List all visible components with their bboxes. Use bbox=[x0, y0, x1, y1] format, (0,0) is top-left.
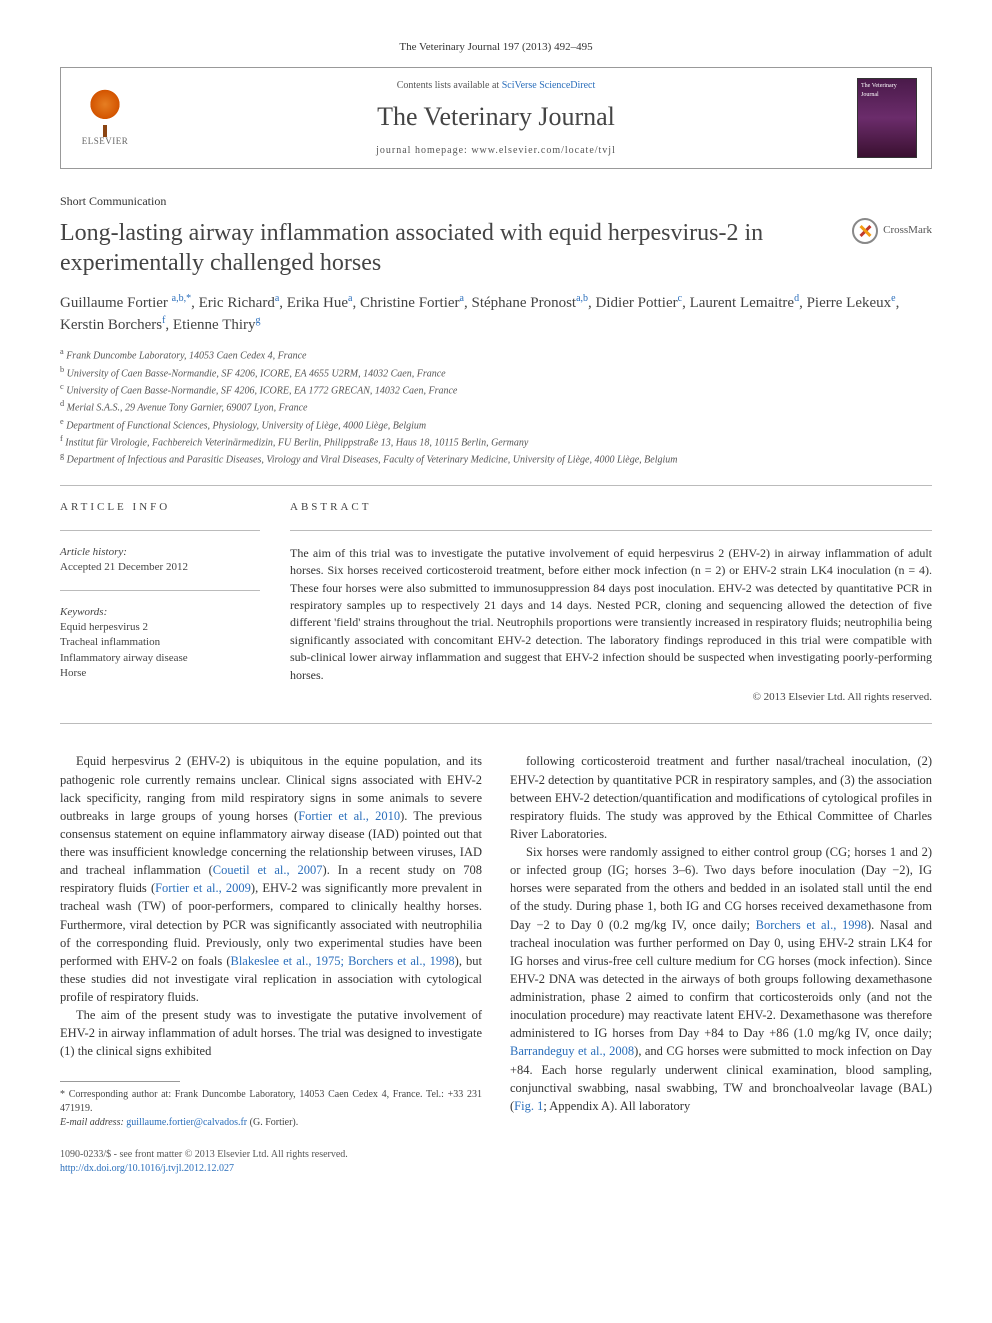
body-paragraph: Equid herpesvirus 2 (EHV-2) is ubiquitou… bbox=[60, 752, 482, 1006]
crossmark-icon bbox=[852, 218, 878, 244]
affiliation-item: d Merial S.A.S., 29 Avenue Tony Garnier,… bbox=[60, 398, 932, 415]
homepage-url[interactable]: www.elsevier.com/locate/tvjl bbox=[471, 145, 616, 156]
affiliation-item: c University of Caen Basse-Normandie, SF… bbox=[60, 381, 932, 398]
authors-list: Guillaume Fortier a,b,*, Eric Richarda, … bbox=[60, 292, 932, 336]
info-abstract-row: ARTICLE INFO Article history: Accepted 2… bbox=[60, 500, 932, 705]
corresponding-author-footnote: * Corresponding author at: Frank Duncomb… bbox=[60, 1088, 482, 1130]
journal-header-center: Contents lists available at SciVerse Sci… bbox=[135, 79, 857, 157]
homepage-prefix: journal homepage: bbox=[376, 145, 471, 156]
affiliation-item: f Institut für Virologie, Fachbereich Ve… bbox=[60, 433, 932, 450]
sciencedirect-line: Contents lists available at SciVerse Sci… bbox=[135, 79, 857, 93]
article-info-column: ARTICLE INFO Article history: Accepted 2… bbox=[60, 500, 260, 705]
abstract-copyright: © 2013 Elsevier Ltd. All rights reserved… bbox=[290, 690, 932, 705]
divider bbox=[60, 723, 932, 724]
abstract-text: The aim of this trial was to investigate… bbox=[290, 545, 932, 684]
divider bbox=[60, 485, 932, 486]
citation-link[interactable]: Fig. 1 bbox=[514, 1099, 543, 1113]
article-type: Short Communication bbox=[60, 193, 932, 210]
title-row: Long-lasting airway inflammation associa… bbox=[60, 218, 932, 278]
keyword-item: Inflammatory airway disease bbox=[60, 651, 260, 666]
elsevier-tree-icon bbox=[83, 89, 127, 133]
abstract-column: ABSTRACT The aim of this trial was to in… bbox=[290, 500, 932, 705]
footer-block: 1090-0233/$ - see front matter © 2013 El… bbox=[60, 1148, 932, 1176]
divider bbox=[60, 530, 260, 531]
elsevier-logo: ELSEVIER bbox=[75, 83, 135, 153]
contents-prefix: Contents lists available at bbox=[397, 80, 502, 91]
article-title: Long-lasting airway inflammation associa… bbox=[60, 218, 852, 278]
citation-link[interactable]: Borchers et al., 1998 bbox=[756, 918, 867, 932]
keyword-item: Equid herpesvirus 2 bbox=[60, 620, 260, 635]
keyword-item: Horse bbox=[60, 666, 260, 681]
citation-line: The Veterinary Journal 197 (2013) 492–49… bbox=[60, 40, 932, 55]
journal-cover-thumbnail: The Veterinary Journal bbox=[857, 78, 917, 158]
article-history-block: Article history: Accepted 21 December 20… bbox=[60, 545, 260, 576]
keywords-list: Equid herpesvirus 2Tracheal inflammation… bbox=[60, 620, 260, 682]
body-paragraph: following corticosteroid treatment and f… bbox=[510, 752, 932, 843]
email-label: E-mail address: bbox=[60, 1117, 124, 1128]
affiliation-item: e Department of Functional Sciences, Phy… bbox=[60, 416, 932, 433]
accepted-date: Accepted 21 December 2012 bbox=[60, 560, 260, 575]
keywords-label: Keywords: bbox=[60, 605, 260, 620]
keywords-block: Keywords: Equid herpesvirus 2Tracheal in… bbox=[60, 605, 260, 682]
citation-link[interactable]: Barrandeguy et al., 2008 bbox=[510, 1044, 634, 1058]
journal-homepage-line: journal homepage: www.elsevier.com/locat… bbox=[135, 144, 857, 158]
issn-line: 1090-0233/$ - see front matter © 2013 El… bbox=[60, 1148, 932, 1162]
divider bbox=[290, 530, 932, 531]
affiliations-list: a Frank Duncombe Laboratory, 14053 Caen … bbox=[60, 346, 932, 467]
citation-link[interactable]: Fortier et al., 2009 bbox=[155, 881, 251, 895]
history-label: Article history: bbox=[60, 545, 260, 560]
abstract-heading: ABSTRACT bbox=[290, 500, 932, 515]
article-info-heading: ARTICLE INFO bbox=[60, 500, 260, 515]
corresponding-text: * Corresponding author at: Frank Duncomb… bbox=[60, 1088, 482, 1116]
keyword-item: Tracheal inflammation bbox=[60, 635, 260, 650]
body-text: Equid herpesvirus 2 (EHV-2) is ubiquitou… bbox=[60, 752, 932, 1129]
email-link[interactable]: guillaume.fortier@calvados.fr bbox=[126, 1117, 247, 1128]
sciencedirect-link[interactable]: SciVerse ScienceDirect bbox=[502, 80, 596, 91]
email-suffix: (G. Fortier). bbox=[250, 1117, 299, 1128]
affiliation-item: b University of Caen Basse-Normandie, SF… bbox=[60, 364, 932, 381]
divider bbox=[60, 590, 260, 591]
crossmark-label: CrossMark bbox=[883, 223, 932, 238]
doi-link[interactable]: http://dx.doi.org/10.1016/j.tvjl.2012.12… bbox=[60, 1163, 234, 1174]
citation-link[interactable]: Couetil et al., 2007 bbox=[213, 863, 323, 877]
citation-link[interactable]: Fortier et al., 2010 bbox=[298, 809, 400, 823]
affiliation-item: a Frank Duncombe Laboratory, 14053 Caen … bbox=[60, 346, 932, 363]
crossmark-badge[interactable]: CrossMark bbox=[852, 218, 932, 244]
footnote-separator bbox=[60, 1081, 180, 1082]
body-paragraph: Six horses were randomly assigned to eit… bbox=[510, 843, 932, 1115]
citation-link[interactable]: Blakeslee et al., 1975; Borchers et al.,… bbox=[230, 954, 454, 968]
body-paragraph: The aim of the present study was to inve… bbox=[60, 1006, 482, 1060]
affiliation-item: g Department of Infectious and Parasitic… bbox=[60, 450, 932, 467]
journal-header-box: ELSEVIER Contents lists available at Sci… bbox=[60, 67, 932, 169]
journal-name: The Veterinary Journal bbox=[135, 99, 857, 135]
